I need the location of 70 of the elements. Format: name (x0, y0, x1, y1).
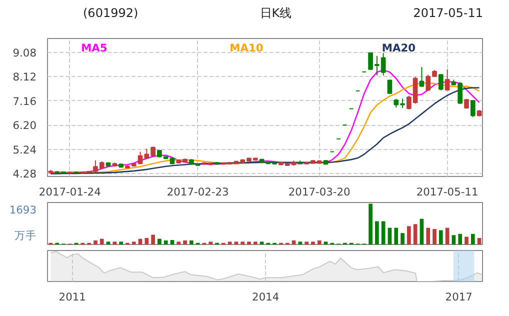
x-tick-label: 2014 (252, 290, 280, 304)
bar (375, 221, 379, 244)
text: MA20 (382, 41, 416, 54)
x-tick-label: 2017-03-20 (288, 186, 351, 198)
bar (132, 242, 136, 244)
bar (260, 242, 264, 244)
x-tick-label: 2017 (445, 290, 472, 304)
x-tick-label: 2017-02-23 (166, 186, 229, 198)
bar (439, 230, 443, 244)
bar (420, 218, 424, 244)
bar (247, 242, 251, 244)
bar (144, 238, 149, 244)
candlestick (444, 68, 450, 91)
bar (228, 242, 232, 244)
bar (464, 236, 468, 244)
bar (253, 242, 258, 244)
bar (298, 242, 302, 244)
bar (400, 233, 404, 244)
x-tick-label: 2017-01-24 (38, 186, 102, 198)
y-tick-label: 8.12 (12, 70, 37, 84)
bar (208, 242, 213, 244)
text: 1693 (9, 204, 37, 217)
bar (106, 242, 110, 244)
bar (304, 242, 308, 244)
bar (112, 242, 117, 244)
x-tick-label: 2017-05-11 (416, 186, 478, 198)
y-tick-label: 9.08 (12, 46, 37, 60)
y-axis-title: 万手 (14, 229, 36, 242)
text: 2017-05-11 (413, 5, 483, 22)
bar (164, 240, 168, 244)
bar (240, 242, 245, 244)
bar (368, 204, 372, 244)
bar (100, 238, 104, 244)
text: MA5 (81, 41, 108, 54)
chart-subtitle: 日K线 (260, 5, 292, 22)
bar (158, 238, 162, 244)
bar (324, 242, 328, 244)
bar (94, 240, 98, 244)
y-tick-label: 6.20 (12, 119, 37, 132)
bar (151, 234, 155, 244)
bar (381, 221, 386, 244)
bar (452, 235, 456, 244)
bar (190, 240, 194, 244)
bar (432, 229, 436, 244)
bar (413, 224, 418, 244)
y-tick-label: 4.28 (12, 168, 37, 181)
bar (317, 240, 322, 244)
bar (477, 238, 482, 244)
bar (445, 228, 450, 244)
candlestick (438, 74, 444, 91)
bar (183, 240, 187, 244)
text: MA10 (230, 41, 264, 54)
bar (170, 240, 174, 244)
x-tick-label: 2011 (58, 290, 86, 304)
bar (119, 242, 123, 244)
bar (311, 242, 315, 244)
bar (234, 242, 238, 244)
bar (407, 226, 411, 244)
bar (388, 228, 392, 244)
candlestick (419, 66, 424, 88)
y-tick-label: 5.24 (12, 143, 37, 156)
candlestick (387, 79, 392, 94)
candlestick (470, 100, 476, 118)
bar (394, 228, 398, 244)
bar (176, 242, 181, 244)
bar (458, 234, 462, 244)
bar (470, 234, 475, 244)
y-tick-label: 7.16 (12, 94, 37, 108)
bar (426, 228, 430, 244)
chart-title: (601992) (83, 5, 138, 22)
